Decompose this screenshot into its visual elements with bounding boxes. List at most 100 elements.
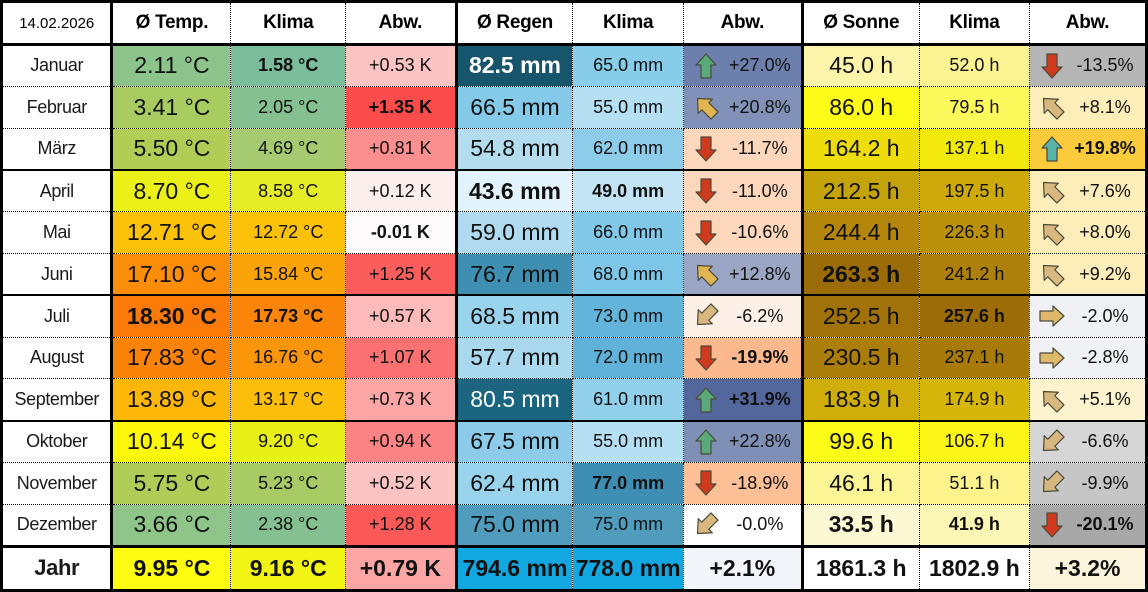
cell-temp-climate: 2.05 °C [230,85,347,129]
cell-text: 241.2 h [944,263,1005,284]
cell-temp-value: 2.11 °C [111,44,232,87]
cell-rain-climate: 61.0 mm [572,378,684,422]
trend-up-green-icon [693,428,719,456]
cell-text: 99.6 h [829,428,894,455]
deviation-text: +7.6% [1079,180,1131,201]
trend-right-tan-icon [1039,344,1065,372]
cell-sun-climate: 51.1 h [918,461,1031,505]
trend-diag-down-tan-icon [1039,428,1065,456]
cell-temp-climate: 16.76 °C [230,336,347,380]
year-rain-dev: +2.1% [682,544,804,592]
cell-text: 75.0 mm [470,511,560,538]
table-row: Januar 2.11 °C 1.58 °C +0.53 K 82.5 mm 65.0 m… [0,44,1148,87]
cell-rain-deviation: +12.8% [682,252,804,296]
cell-temp-value: 18.30 °C [111,294,232,338]
cell-text: 80.5 mm [470,386,560,413]
year-sun-dev: +3.2% [1029,544,1148,592]
cell-sun-value: 244.4 h [800,211,920,254]
cell-text: 257.6 h [943,305,1005,326]
table-row: Juli 18.30 °C 17.73 °C +0.57 K 68.5 mm 73.0 m… [0,294,1148,338]
cell-text: 68.5 mm [470,302,560,329]
cell-rain-climate: 73.0 mm [572,294,684,338]
month-label: August [0,336,114,380]
cell-sun-value: 46.1 h [800,461,920,505]
cell-rain-value: 57.7 mm [454,336,574,380]
cell-temp-climate: 17.73 °C [230,294,347,338]
cell-text: 252.5 h [822,302,900,329]
cell-rain-value: 82.5 mm [454,44,574,87]
month-label: September [0,378,114,422]
cell-text: 13.17 °C [253,389,324,410]
year-sun-clim: 1802.9 h [918,544,1031,592]
cell-text: 73.0 mm [593,305,664,326]
header-temp-value: Ø Temp. [110,0,232,46]
year-temp-dev: +0.79 K [345,544,458,592]
cell-temp-climate: 13.17 °C [230,378,347,422]
cell-temp-deviation: +1.28 K [345,503,458,547]
cell-rain-climate: 68.0 mm [572,252,684,296]
cell-text: 226.3 h [944,222,1005,243]
cell-text: 16.76 °C [253,347,324,368]
cell-text: 137.1 h [944,138,1005,159]
cell-rain-deviation: -19.9% [682,336,804,380]
deviation-text: +0.53 K [369,55,432,76]
cell-text: 5.50 °C [133,135,211,162]
cell-text: 10.14 °C [127,428,217,455]
cell-temp-value: 5.75 °C [111,461,232,505]
cell-sun-climate: 257.6 h [918,294,1031,338]
header-rain-value: Ø Regen [454,0,574,46]
deviation-text: -2.8% [1081,347,1129,368]
cell-sun-climate: 79.5 h [918,85,1031,129]
cell-text: 15.84 °C [253,263,324,284]
cell-text: 2.11 °C [134,52,210,79]
cell-rain-deviation: -11.7% [682,127,804,171]
header-temp-clim: Klima [230,0,347,46]
cell-temp-climate: 1.58 °C [230,44,347,87]
cell-temp-value: 5.50 °C [111,127,232,171]
deviation-text: +8.0% [1079,222,1131,243]
cell-temp-climate: 2.38 °C [230,503,347,547]
cell-sun-value: 99.6 h [800,419,920,463]
cell-text: 237.1 h [944,347,1005,368]
deviation-text: +22.8% [729,431,791,452]
cell-rain-value: 66.5 mm [454,85,574,129]
trend-diag-up-tan-icon [1039,93,1065,121]
trend-down-red-icon [693,469,719,497]
cell-temp-deviation: +0.81 K [345,127,458,171]
cell-rain-deviation: -18.9% [682,461,804,505]
table-row: April 8.70 °C 8.58 °C +0.12 K 43.6 mm 49.0 mm… [0,168,1148,213]
cell-text: 66.0 mm [593,222,664,243]
cell-sun-value: 164.2 h [800,127,920,171]
cell-rain-climate: 66.0 mm [572,211,684,254]
cell-temp-deviation: +0.52 K [345,461,458,505]
deviation-text: +0.81 K [369,138,432,159]
cell-text: 57.7 mm [470,344,560,371]
cell-rain-value: 76.7 mm [454,252,574,296]
trend-down-red-icon [693,219,719,247]
deviation-text: +0.57 K [369,305,432,326]
cell-text: 61.0 mm [593,389,664,410]
deviation-text: -6.6% [1081,431,1129,452]
deviation-text: +9.2% [1079,263,1131,284]
cell-text: 12.72 °C [253,222,324,243]
cell-sun-climate: 52.0 h [918,44,1031,87]
deviation-text: +1.28 K [369,514,432,535]
cell-text: 174.9 h [944,389,1005,410]
trend-down-red-icon [1039,52,1065,80]
cell-text: 46.1 h [829,469,894,496]
deviation-text: +12.8% [729,263,791,284]
cell-sun-climate: 226.3 h [918,211,1031,254]
cell-sun-value: 33.5 h [800,503,920,547]
cell-text: 12.71 °C [127,219,217,246]
trend-down-red-icon [693,177,719,205]
cell-sun-deviation: -9.9% [1029,461,1148,505]
cell-rain-value: 75.0 mm [454,503,574,547]
cell-rain-deviation: +31.9% [682,378,804,422]
table-row: März 5.50 °C 4.69 °C +0.81 K 54.8 mm 62.0 mm -… [0,127,1148,171]
cell-text: 33.5 h [828,511,894,538]
cell-temp-value: 3.41 °C [111,85,232,129]
cell-text: 59.0 mm [470,219,560,246]
trend-diag-up-tan-icon [1039,177,1065,205]
cell-sun-value: 45.0 h [800,44,920,87]
deviation-text: +20.8% [729,96,791,117]
